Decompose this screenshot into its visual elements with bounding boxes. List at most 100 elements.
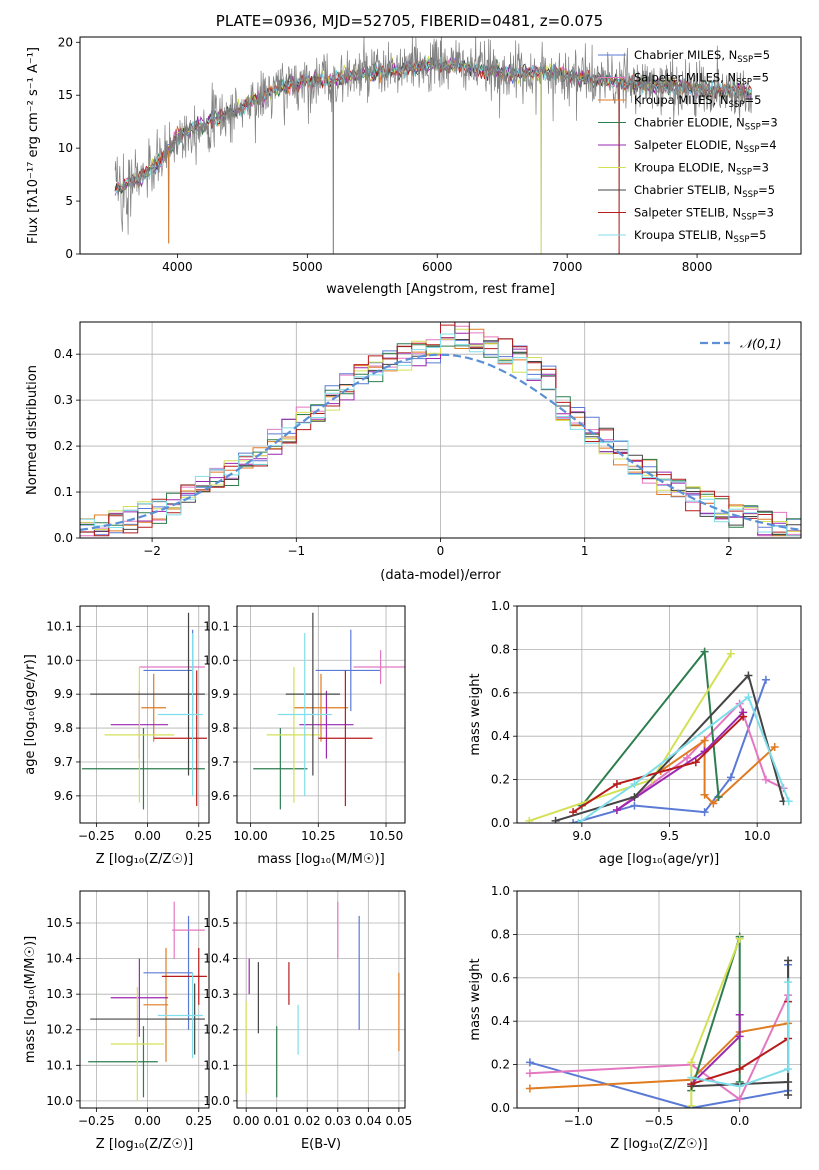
y-tick-label: 10.0 [46,1094,73,1108]
x-tick-label: 10.25 [301,829,335,843]
weight-marker [784,1064,793,1073]
weight-marker [761,675,770,684]
data-line [114,37,752,254]
weight-marker [687,1058,696,1067]
x-tick-label: 10.00 [233,829,267,843]
x-tick-label: 0.00 [233,1114,260,1128]
x-tick-label: 0.0 [730,1114,749,1128]
legend-label: Salpeter MILES, NSSP=5 [634,71,769,88]
weight-marker [735,1032,744,1041]
weight-marker [700,790,709,799]
x-tick-label: 0 [437,544,445,558]
y-tick-label: 10.4 [203,952,230,966]
weight-marker [735,934,744,943]
x-tick-label: −1.0 [564,1114,593,1128]
x-axis-label: wavelength [Angstrom, rest frame] [326,282,555,297]
x-tick-label: −1 [287,544,305,558]
weight-marker [735,1095,744,1104]
y-axis-label: mass weight [468,958,483,1040]
x-tick-label: 10.0 [744,829,771,843]
x-tick-label: −0.25 [78,1114,115,1128]
weight-marker [525,1084,534,1093]
legend-label: 𝒩(0,1) [740,336,782,351]
weight-marker [569,808,578,817]
weight-marker [739,712,748,721]
y-tick-label: 9.6 [54,789,73,803]
plot-frame [236,605,406,824]
x-tick-label: −0.5 [644,1114,673,1128]
weight-marker [700,736,709,745]
x-tick-label: 7000 [552,260,583,274]
hist-lines [80,322,801,537]
y-tick-label: 1.0 [491,884,510,898]
legend-label: Chabrier ELODIE, NSSP=3 [634,116,778,133]
weight-marker [735,1064,744,1073]
chart-residuals: −2 −1 0 1 2 0.0 0.1 0.2 0.3 0.4 (data-model)/error… [25,321,802,583]
weight-lines [525,647,793,823]
weight-lines [525,932,793,1108]
x-tick-label: 4000 [162,260,193,274]
x-axis-label: Z [log₁₀(Z/Z☉)] [96,1137,193,1152]
weight-marker [770,743,779,752]
y-axis-label: Flux [fλ10⁻¹⁷ erg cm⁻² s⁻¹ A⁻¹] [26,47,41,244]
y-axis-label: age [log₁₀(age/yr)] [23,654,38,775]
y-tick-label: 0.0 [491,1101,510,1115]
weight-marker [569,819,578,823]
y-tick-label: 10.1 [46,619,73,633]
errorbars [82,612,207,810]
weight-marker [687,1073,696,1082]
y-tick-label: 0.0 [54,531,73,545]
weight-marker [735,1082,744,1091]
y-tick-label: 0.3 [54,393,73,407]
legend-label: Kroupa STELIB, NSSP=5 [634,228,766,245]
y-tick-label: 10.0 [203,1094,230,1108]
y-tick-label: 5 [65,194,73,208]
y-tick-label: 9.6 [211,789,230,803]
x-tick-label: 6000 [422,260,453,274]
y-tick-label: 0.4 [491,1014,510,1028]
y-tick-label: 10.4 [46,952,73,966]
weight-marker [700,647,709,656]
legend-label: Chabrier MILES, NSSP=5 [634,48,770,65]
y-tick-label: 10.3 [203,987,230,1001]
x-tick-label: 0.02 [294,1114,321,1128]
x-tick-label: −0.25 [78,829,115,843]
x-tick-label: 9.5 [660,829,679,843]
weight-marker [735,1010,744,1019]
weight-marker [744,671,753,680]
weight-series [572,715,744,813]
y-tick-label: 0.0 [491,816,510,830]
weight-marker [525,816,534,823]
y-axis-label: Normed distribution [25,365,40,495]
weight-marker [525,1069,534,1078]
plot-frame [79,321,802,539]
x-axis-label: Z [log₁₀(Z/Z☉)] [96,852,193,867]
y-tick-label: 10.5 [203,916,230,930]
legend: Chabrier MILES, NSSP=5 Salpeter MILES, NS… [598,48,778,245]
legend-label: Salpeter STELIB, NSSP=3 [634,206,774,223]
y-tick-label: 15 [58,88,73,102]
y-tick-label: 0.1 [54,485,73,499]
y-axis-label: mass weight [468,673,483,755]
y-tick-label: 9.7 [211,755,230,769]
chart-spectrum: 4000 5000 6000 7000 8000 0 5 10 15 20 wavelength [… [26,35,802,297]
y-tick-label: 0.4 [54,347,73,361]
x-tick-label: 0.00 [134,1114,161,1128]
x-tick-label: 1 [581,544,589,558]
weight-marker [784,1090,793,1099]
x-tick-label: 5000 [292,260,323,274]
plot-frame [236,890,406,1109]
plot-frame [79,890,210,1109]
spectrum-lines [114,37,752,254]
x-tick-label: 0.25 [185,829,212,843]
y-tick-label: 20 [58,35,73,49]
x-axis-label: (data-model)/error [380,568,501,583]
y-tick-label: 0.6 [491,971,510,985]
x-axis-label: mass [log₁₀(M/M☉)] [257,852,384,867]
y-tick-label: 10.1 [203,1058,230,1072]
y-tick-label: 10.2 [46,1023,73,1037]
x-axis-label: Z [log₁₀(Z/Z☉)] [610,1137,707,1152]
weight-marker [630,779,639,788]
y-tick-label: 0.6 [491,686,510,700]
